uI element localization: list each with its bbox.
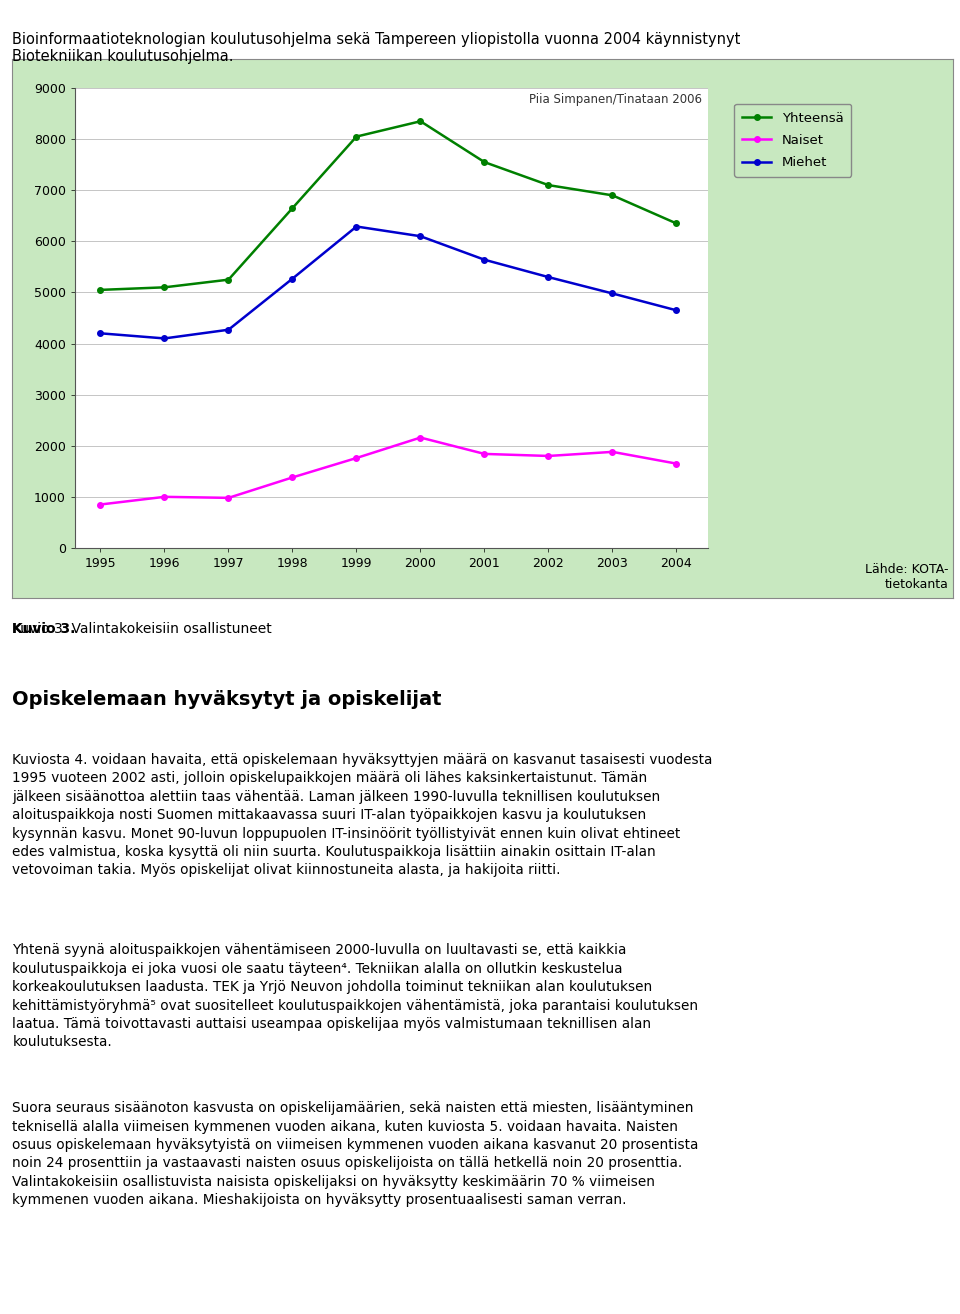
Yhteensä xyxy=(607,188,618,204)
Miehet xyxy=(479,252,491,268)
Naiset xyxy=(607,444,618,460)
Naiset xyxy=(350,451,362,466)
Miehet xyxy=(287,271,299,286)
Text: Yhtenä syynä aloituspaikkojen vähentämiseen 2000-luvulla on luultavasti se, että: Yhtenä syynä aloituspaikkojen vähentämis… xyxy=(12,943,699,1050)
Yhteensä xyxy=(350,129,362,145)
Naiset xyxy=(158,489,170,505)
Miehet xyxy=(607,285,618,301)
Miehet xyxy=(542,269,554,285)
Naiset xyxy=(479,445,491,461)
Naiset xyxy=(223,490,234,506)
Text: Bioinformaatioteknologian koulutusohjelma sekä Tampereen yliopistolla vuonna 200: Bioinformaatioteknologian koulutusohjelm… xyxy=(12,32,741,64)
Text: Piia Simpanen/Tinataan 2006: Piia Simpanen/Tinataan 2006 xyxy=(529,92,702,105)
Miehet xyxy=(158,331,170,347)
Yhteensä xyxy=(223,272,234,288)
Text: Suora seuraus sisäänoton kasvusta on opiskelijamäärien, sekä naisten että mieste: Suora seuraus sisäänoton kasvusta on opi… xyxy=(12,1101,699,1208)
Naiset xyxy=(671,456,683,472)
Legend: Yhteensä, Naiset, Miehet: Yhteensä, Naiset, Miehet xyxy=(734,104,852,177)
Line: Miehet: Miehet xyxy=(98,223,680,342)
Yhteensä xyxy=(158,280,170,296)
Text: Lähde: KOTA-
tietokanta: Lähde: KOTA- tietokanta xyxy=(865,564,948,591)
Naiset xyxy=(415,430,426,445)
Text: Kuviosta 4. voidaan havaita, että opiskelemaan hyväksyttyjen määrä on kasvanut t: Kuviosta 4. voidaan havaita, että opiske… xyxy=(12,753,713,878)
Yhteensä xyxy=(671,215,683,231)
Naiset xyxy=(287,469,299,485)
Line: Naiset: Naiset xyxy=(98,435,680,507)
Text: Kuvio 3. Valintakokeisiin osallistuneet: Kuvio 3. Valintakokeisiin osallistuneet xyxy=(12,622,273,636)
Yhteensä xyxy=(415,113,426,129)
Yhteensä xyxy=(479,154,491,170)
Naiset xyxy=(542,448,554,464)
Naiset xyxy=(95,497,107,512)
Miehet xyxy=(350,218,362,234)
Yhteensä xyxy=(95,283,107,298)
Text: Opiskelemaan hyväksytyt ja opiskelijat: Opiskelemaan hyväksytyt ja opiskelijat xyxy=(12,690,442,708)
Miehet xyxy=(223,322,234,338)
Yhteensä xyxy=(287,200,299,215)
Line: Yhteensä: Yhteensä xyxy=(98,118,680,293)
Miehet xyxy=(415,229,426,244)
Text: Kuvio 3.: Kuvio 3. xyxy=(12,622,76,636)
Miehet xyxy=(95,326,107,342)
Yhteensä xyxy=(542,177,554,193)
Miehet xyxy=(671,302,683,318)
